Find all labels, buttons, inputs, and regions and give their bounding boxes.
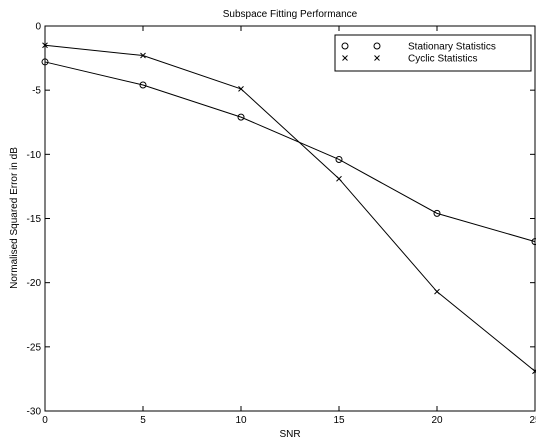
- y-tick-label: -10: [27, 150, 42, 161]
- x-tick-label: 25: [529, 415, 536, 426]
- legend-label: Cyclic Statistics: [408, 54, 477, 65]
- series-1: [42, 42, 536, 375]
- data-point: [434, 288, 440, 295]
- data-point: [42, 42, 48, 49]
- data-point: [238, 86, 244, 92]
- legend-label: Stationary Statistics: [408, 42, 496, 53]
- y-tick-label: -30: [27, 407, 42, 418]
- y-tick-label: -5: [32, 86, 41, 97]
- series-line: [44, 61, 536, 243]
- data-point: [336, 175, 342, 182]
- series-layer: [41, 42, 536, 375]
- x-axis: 0 5 10 15 20 25: [42, 26, 536, 426]
- x-axis-title: SNR: [279, 429, 300, 440]
- legend-marker: [374, 55, 380, 61]
- x-tick-label: 20: [431, 415, 443, 426]
- data-point: [433, 209, 441, 217]
- x-tick-label: 0: [42, 415, 48, 426]
- chart-title: Subspace Fitting Performance: [223, 9, 358, 20]
- x-tick-label: 15: [333, 415, 345, 426]
- data-point: [41, 58, 49, 66]
- legend-box: [334, 34, 532, 72]
- legend-marker: [341, 42, 349, 50]
- data-point: [140, 52, 146, 59]
- y-tick-label: -15: [27, 214, 42, 225]
- data-point: [532, 368, 536, 375]
- data-point: [531, 238, 536, 246]
- y-tick-label: -20: [27, 278, 42, 289]
- data-point: [237, 113, 245, 121]
- data-point: [139, 81, 147, 89]
- data-point: [335, 155, 343, 163]
- series-0: [41, 58, 536, 246]
- y-axis: 0 -5 -10 -15 -20 -25 -30: [27, 22, 535, 418]
- x-tick-label: 5: [140, 415, 146, 426]
- legend-marker: [373, 42, 381, 50]
- series-line: [44, 44, 536, 372]
- y-tick-label: -25: [27, 342, 42, 353]
- y-axis-title: Normalised Squared Error in dB: [9, 147, 20, 289]
- legend-marker: [342, 55, 348, 61]
- y-tick-label: 0: [35, 22, 41, 33]
- x-tick-label: 10: [235, 415, 247, 426]
